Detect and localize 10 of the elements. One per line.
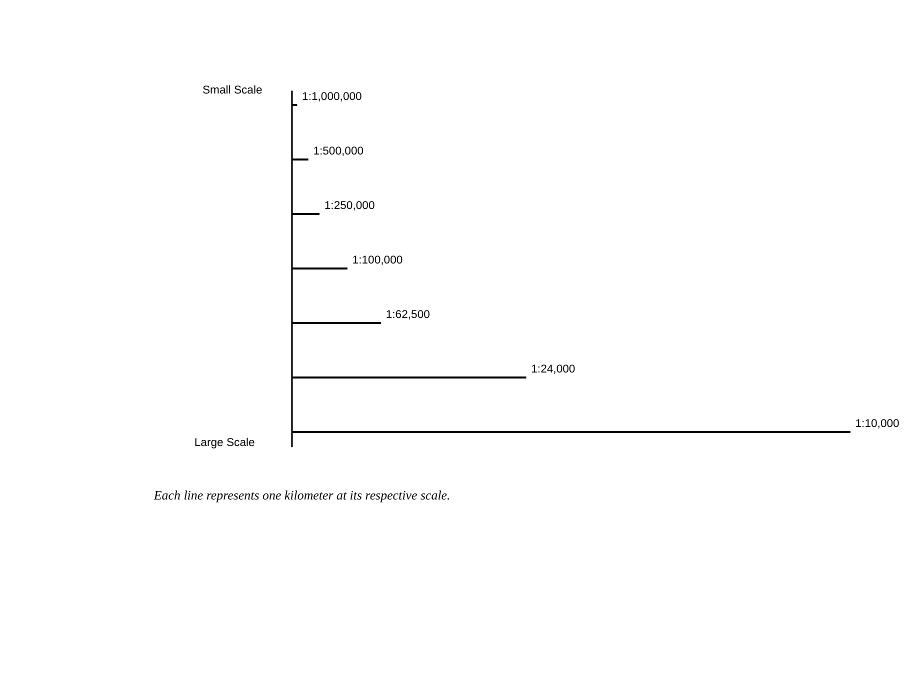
text: Large Scale	[194, 436, 255, 449]
y-tick-label: 1:100,000	[352, 254, 403, 267]
y-tick-label: 1:250,000	[324, 200, 375, 212]
y-tick-label: 1:62,500	[386, 309, 430, 322]
y-tick-label: 1:10,000	[855, 418, 900, 430]
text: Each line represents one kilometer at its respective scale.	[152, 487, 450, 502]
y-tick-label: 1:24,000	[531, 364, 576, 376]
y-tick-label: 1:1,000,000	[302, 91, 362, 104]
text: Small Scale	[202, 84, 262, 97]
y-tick-label: 1:500,000	[313, 146, 364, 158]
